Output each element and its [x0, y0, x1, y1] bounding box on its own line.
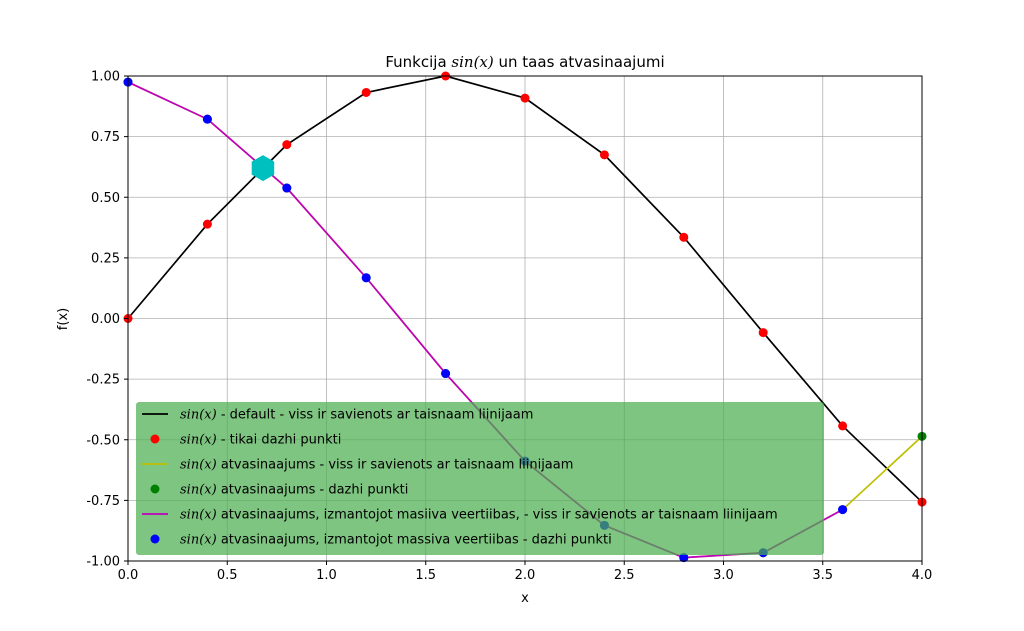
x-tick-label: 2.5 [614, 568, 635, 583]
data-point [282, 183, 292, 193]
legend: sin(x) - default - viss ir savienots ar … [136, 402, 824, 555]
data-point [441, 369, 451, 379]
legend-label-math: sin(x) [180, 533, 217, 548]
legend-label-text: atvasinaajums - dazhi punkti [217, 483, 409, 498]
data-point [838, 421, 848, 431]
x-tick-label: 0.5 [217, 568, 238, 583]
legend-label: sin(x) atvasinaajums, izmantojot masiiva… [180, 508, 778, 523]
data-point [202, 114, 212, 124]
data-point [202, 219, 212, 229]
legend-item: sin(x) atvasinaajums - viss ir savienots… [142, 458, 573, 473]
legend-label-math: sin(x) [180, 483, 217, 498]
legend-item: sin(x) atvasinaajums, izmantojot masiiva… [142, 508, 778, 523]
legend-label-text: atvasinaajums - viss ir savienots ar tai… [217, 458, 574, 473]
legend-marker-swatch [150, 434, 160, 444]
legend-item: sin(x) atvasinaajums - dazhi punkti [150, 483, 408, 498]
legend-label: sin(x) - default - viss ir savienots ar … [180, 408, 533, 423]
legend-label-math: sin(x) [180, 408, 217, 423]
data-point [361, 87, 371, 97]
y-tick-label: -0.75 [86, 494, 120, 509]
chart-title-prefix: Funkcija [385, 53, 451, 71]
x-tick-label: 2.0 [515, 568, 536, 583]
legend-label-math: sin(x) [180, 508, 217, 523]
series-1 [123, 71, 927, 507]
highlight-layer [251, 155, 275, 182]
data-point [282, 140, 292, 150]
x-tick-label: 0.0 [118, 568, 139, 583]
data-point [679, 232, 689, 242]
data-point [599, 150, 609, 160]
y-tick-label: -0.25 [86, 373, 120, 388]
legend-label: sin(x) atvasinaajums - dazhi punkti [180, 483, 408, 498]
y-tick-label: -1.00 [86, 555, 120, 570]
highlight-hexagon-marker [251, 155, 275, 182]
data-point [758, 328, 768, 338]
legend-marker-swatch [150, 534, 160, 544]
legend-label: sin(x) atvasinaajums, izmantojot massiva… [180, 533, 612, 548]
legend-label-text: - default - viss ir savienots ar taisnaa… [217, 408, 534, 423]
x-tick-label: 4.0 [912, 568, 933, 583]
y-tick-label: -0.50 [86, 433, 120, 448]
data-point [679, 553, 689, 563]
y-axis-label: f(x) [56, 308, 71, 330]
x-tick-label: 3.5 [812, 568, 833, 583]
legend-item: sin(x) - tikai dazhi punkti [150, 433, 341, 448]
data-point [520, 93, 530, 103]
y-tick-label: 0.25 [91, 251, 120, 266]
chart-title: Funkcija sin(x) un taas atvasinaajumi [385, 53, 664, 71]
x-tick-label: 1.0 [316, 568, 337, 583]
y-tick-label: 0.00 [91, 312, 120, 327]
legend-label-text: atvasinaajums, izmantojot massiva veerti… [217, 533, 612, 548]
legend-label: sin(x) - tikai dazhi punkti [180, 433, 341, 448]
legend-label-text: atvasinaajums, izmantojot masiiva veerti… [217, 508, 778, 523]
x-tick-label: 3.0 [713, 568, 734, 583]
legend-label-text: - tikai dazhi punkti [217, 433, 342, 448]
legend-item: sin(x) atvasinaajums, izmantojot massiva… [150, 533, 612, 548]
legend-box [136, 402, 824, 555]
x-tick-label: 1.5 [415, 568, 436, 583]
y-tick-label: 0.75 [91, 130, 120, 145]
chart-title-math: sin(x) [451, 53, 493, 71]
y-tick-label: 0.50 [91, 191, 120, 206]
legend-item: sin(x) - default - viss ir savienots ar … [142, 408, 533, 423]
x-axis-label: x [521, 591, 529, 606]
data-point [838, 505, 848, 515]
y-tick-label: 1.00 [91, 70, 120, 85]
legend-label-math: sin(x) [180, 433, 217, 448]
chart-title-suffix: un taas atvasinaajumi [494, 53, 665, 71]
data-point [361, 273, 371, 283]
legend-marker-swatch [150, 484, 160, 494]
legend-label: sin(x) atvasinaajums - viss ir savienots… [180, 458, 573, 473]
ticks: 0.0 0.5 1.0 1.5 2.0 2.5 3.0 3.5 4.0 1.00 0.75 0.50 0… [86, 70, 932, 584]
legend-label-math: sin(x) [180, 458, 217, 473]
